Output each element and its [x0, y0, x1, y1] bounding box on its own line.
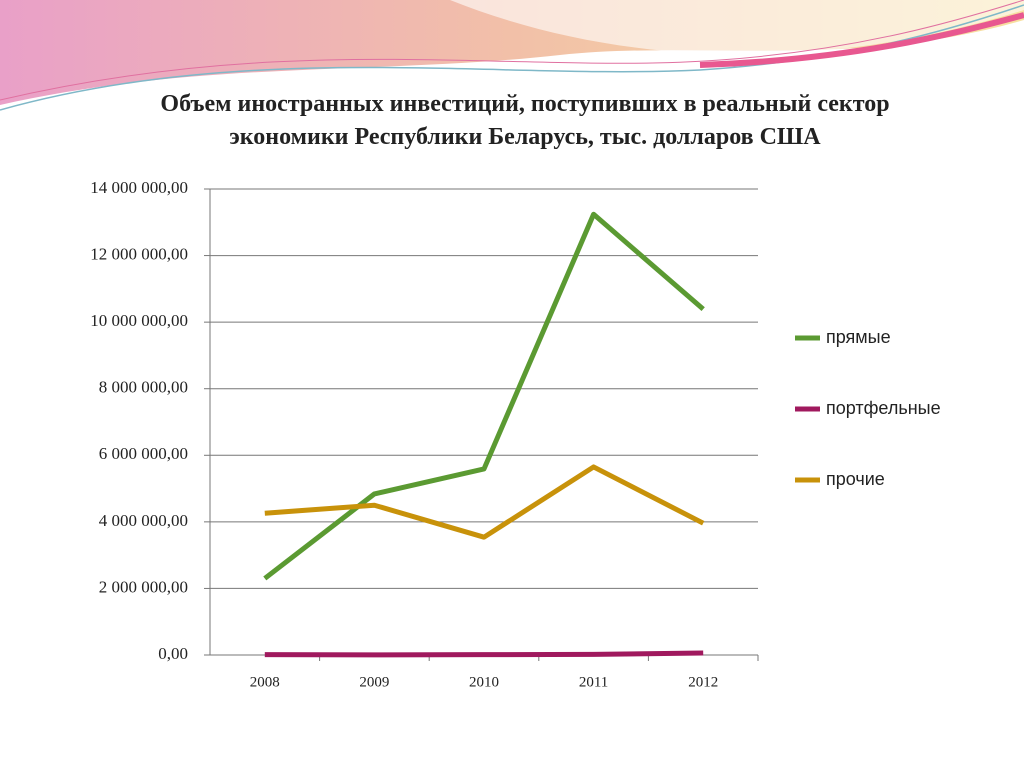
legend-label: портфельные [826, 398, 941, 418]
legend-label: прямые [826, 327, 891, 347]
y-tick-label: 4 000 000,00 [99, 511, 188, 530]
chart-title: Объем иностранных инвестиций, поступивши… [160, 91, 890, 150]
y-tick-label: 12 000 000,00 [90, 244, 188, 263]
decor-line [0, 0, 1024, 101]
y-tick-label: 10 000 000,00 [90, 311, 188, 330]
y-tick-label: 14 000 000,00 [90, 178, 188, 197]
y-tick-label: 2 000 000,00 [99, 577, 188, 596]
x-tick-label: 2010 [469, 674, 499, 690]
legend-label: прочие [826, 469, 885, 489]
x-tick-label: 2012 [688, 674, 718, 690]
y-tick-label: 0,00 [158, 644, 188, 663]
x-tick-label: 2011 [579, 674, 608, 690]
series-line [264, 650, 704, 658]
decor-line [699, 12, 1024, 68]
x-tick-label: 2009 [359, 674, 389, 690]
x-tick-label: 2008 [250, 674, 280, 690]
y-tick-label: 6 000 000,00 [99, 444, 188, 463]
series-line [263, 211, 705, 581]
y-tick-label: 8 000 000,00 [99, 378, 188, 397]
series-line [264, 464, 705, 540]
decor-wave [450, 0, 1024, 55]
decor-line [0, 4, 1024, 111]
